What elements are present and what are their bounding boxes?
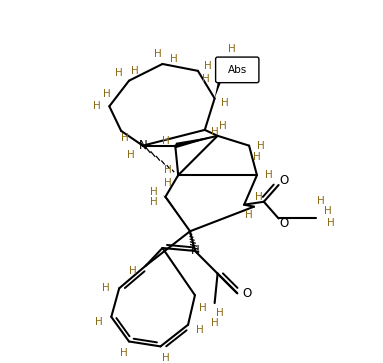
Text: N: N bbox=[138, 139, 147, 152]
Text: H: H bbox=[131, 66, 139, 76]
Polygon shape bbox=[214, 71, 225, 98]
FancyBboxPatch shape bbox=[216, 57, 259, 83]
Text: H: H bbox=[165, 165, 172, 175]
Text: H: H bbox=[199, 303, 207, 313]
Text: H: H bbox=[115, 68, 123, 78]
Polygon shape bbox=[175, 136, 218, 148]
Text: H: H bbox=[324, 205, 332, 216]
Text: O: O bbox=[279, 217, 288, 230]
Text: H: H bbox=[317, 196, 325, 206]
Text: H: H bbox=[150, 197, 157, 207]
Text: H: H bbox=[95, 317, 102, 327]
Text: H: H bbox=[103, 284, 110, 293]
Text: H: H bbox=[129, 266, 137, 276]
Text: H: H bbox=[150, 187, 157, 197]
Text: Abs: Abs bbox=[228, 65, 247, 75]
Text: H: H bbox=[265, 170, 273, 180]
Text: H: H bbox=[162, 353, 169, 363]
Text: H: H bbox=[154, 49, 161, 59]
Text: O: O bbox=[242, 287, 252, 300]
Text: H: H bbox=[255, 192, 263, 202]
Text: H: H bbox=[204, 61, 212, 71]
Text: H: H bbox=[327, 219, 335, 228]
Text: H: H bbox=[216, 308, 223, 318]
Text: N: N bbox=[191, 244, 199, 257]
Text: H: H bbox=[103, 89, 111, 99]
Text: H: H bbox=[165, 178, 172, 188]
Text: H: H bbox=[211, 127, 218, 137]
Text: H: H bbox=[211, 318, 218, 328]
Text: H: H bbox=[229, 44, 236, 54]
Text: H: H bbox=[120, 348, 128, 358]
Text: H: H bbox=[245, 209, 253, 220]
Polygon shape bbox=[163, 195, 190, 231]
Text: H: H bbox=[219, 121, 226, 131]
Text: O: O bbox=[279, 174, 288, 187]
Text: H: H bbox=[221, 98, 228, 108]
Text: H: H bbox=[121, 133, 129, 143]
Text: H: H bbox=[162, 136, 169, 146]
Text: H: H bbox=[257, 140, 265, 151]
Text: H: H bbox=[93, 101, 100, 111]
Text: H: H bbox=[253, 152, 261, 163]
Text: H: H bbox=[196, 325, 204, 335]
Text: H: H bbox=[127, 151, 135, 160]
Text: H: H bbox=[170, 54, 178, 64]
Text: H: H bbox=[202, 74, 210, 84]
